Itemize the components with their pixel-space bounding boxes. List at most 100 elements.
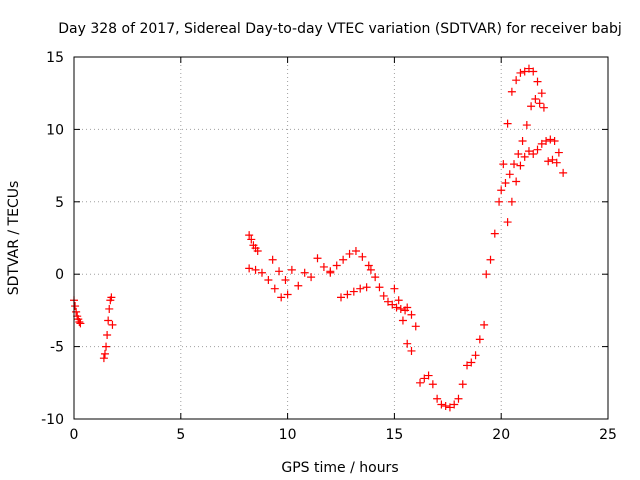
data-point <box>458 380 467 389</box>
data-point <box>505 170 514 179</box>
series-arc-15 <box>544 155 561 167</box>
data-point <box>537 139 546 148</box>
data-point <box>463 361 472 370</box>
data-point <box>467 358 476 367</box>
data-point <box>104 316 113 325</box>
data-point <box>524 147 533 156</box>
data-point <box>396 304 405 313</box>
data-point <box>300 268 309 277</box>
x-axis-label: GPS time / hours <box>281 460 398 476</box>
data-point <box>313 254 322 263</box>
data-point <box>253 247 262 256</box>
x-tick-label: 20 <box>492 427 510 443</box>
data-point <box>71 302 80 311</box>
data-point <box>539 103 548 112</box>
data-point <box>379 291 388 300</box>
data-point <box>356 284 365 293</box>
series-arc-14 <box>503 135 568 227</box>
data-point <box>257 268 266 277</box>
data-point <box>251 265 260 274</box>
data-point <box>518 136 527 145</box>
data-point <box>366 265 375 274</box>
series-arc-8 <box>366 265 410 315</box>
data-point <box>375 283 384 292</box>
data-point <box>516 68 525 77</box>
series-arc-4 <box>245 264 292 302</box>
data-point <box>535 99 544 108</box>
data-point <box>507 87 516 96</box>
data-point <box>424 371 433 380</box>
data-point <box>499 160 508 169</box>
axis-ticks: 0 5 10 15 20 25 -10 -5 0 5 10 15 <box>41 50 617 443</box>
data-point <box>512 76 521 85</box>
data-point <box>548 155 557 164</box>
series-arc-13 <box>497 94 548 195</box>
data-point <box>343 290 352 299</box>
data-point <box>529 150 538 159</box>
y-tick-label: -10 <box>41 412 64 428</box>
data-point <box>428 380 437 389</box>
data-point <box>527 102 536 111</box>
y-tick-label: 0 <box>55 267 64 283</box>
data-point <box>407 346 416 355</box>
data-point <box>247 235 256 244</box>
data-point <box>319 262 328 271</box>
data-point <box>349 287 358 296</box>
data-point <box>403 303 412 312</box>
data-point <box>294 281 303 290</box>
data-point <box>550 136 559 145</box>
data-point <box>351 247 360 256</box>
data-point <box>99 354 108 363</box>
series-arc-9 <box>390 284 416 355</box>
data-point <box>245 264 254 273</box>
data-point <box>559 168 568 177</box>
data-point <box>339 255 348 264</box>
data-point <box>245 231 254 240</box>
data-point <box>277 293 286 302</box>
data-point <box>394 296 403 305</box>
data-point <box>529 67 538 76</box>
data-point <box>514 150 523 159</box>
data-point <box>102 342 111 351</box>
data-point <box>522 121 531 130</box>
y-tick-label: 10 <box>46 122 64 138</box>
data-point <box>416 378 425 387</box>
data-point <box>512 177 521 186</box>
series-arc-10 <box>403 303 420 331</box>
x-tick-label: 25 <box>599 427 617 443</box>
data-point <box>307 273 316 282</box>
data-point <box>454 394 463 403</box>
series-arc-1 <box>70 296 85 328</box>
data-point <box>486 255 495 264</box>
data-point <box>507 197 516 206</box>
y-tick-label: 5 <box>55 195 64 211</box>
data-point <box>475 335 484 344</box>
data-point <box>268 255 277 264</box>
data-point <box>471 351 480 360</box>
data-point <box>388 300 397 309</box>
data-point <box>520 152 529 161</box>
data-point <box>497 186 506 195</box>
data-point <box>441 401 450 410</box>
series-arc-7 <box>337 283 371 302</box>
data-point <box>364 261 373 270</box>
y-tick-label: -5 <box>50 340 64 356</box>
data-point <box>107 293 116 302</box>
data-point <box>75 317 84 326</box>
data-point <box>108 320 117 329</box>
y-axis-label: SDTVAR / TECUs <box>6 181 22 296</box>
data-point <box>403 339 412 348</box>
data-point <box>72 307 81 316</box>
series-arc-3 <box>245 231 262 256</box>
data-point <box>516 161 525 170</box>
data-point <box>275 267 284 276</box>
data-point <box>533 145 542 154</box>
data-point <box>345 249 354 258</box>
data-point <box>533 77 542 86</box>
data-point <box>520 67 529 76</box>
data-point <box>100 349 109 358</box>
data-point <box>450 400 459 409</box>
data-point <box>76 319 85 328</box>
data-point <box>407 310 416 319</box>
